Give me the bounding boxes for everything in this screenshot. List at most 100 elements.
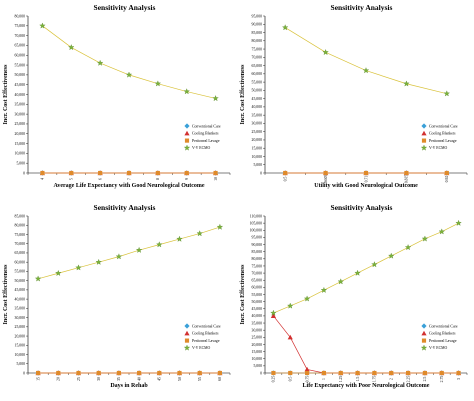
x-tick-label: 15 (36, 377, 40, 381)
point-peritoneal-lavage (444, 170, 449, 176)
point-v-v-ecmo (322, 49, 329, 56)
y-tick-label: 15,000 (15, 344, 26, 349)
y-tick-label: 100,000 (250, 229, 262, 234)
y-tick-label: 65,000 (252, 64, 263, 69)
x-tick-label: 25 (77, 377, 81, 381)
point-v-v-ecmo (125, 71, 133, 78)
point-peritoneal-lavage (288, 370, 293, 376)
point-v-v-ecmo (176, 235, 183, 242)
point-peritoneal-lavage (155, 170, 160, 176)
x-tick-label: 60 (218, 377, 222, 381)
point-v-v-ecmo (196, 230, 203, 237)
legend-label: Cooling Blankets (429, 132, 456, 136)
legend-label: Cooling Blankets (192, 132, 219, 136)
point-peritoneal-lavage (157, 370, 162, 376)
x-tick-label: 1 (322, 378, 326, 380)
y-tick-label: 35,000 (15, 307, 26, 312)
y-tick-label: 15,000 (15, 142, 26, 147)
point-v-v-ecmo (55, 269, 62, 276)
point-v-v-ecmo (438, 228, 445, 235)
y-tick-label: 55,000 (252, 293, 263, 298)
legend-label: Conventional Care (429, 324, 458, 328)
legend-marker-cooling-blankets (421, 130, 427, 136)
y-tick-label: 10,000 (252, 155, 263, 160)
point-v-v-ecmo (303, 295, 311, 302)
x-tick-label: 5 (70, 178, 74, 180)
y-tick-label: 80,000 (15, 14, 26, 19)
point-peritoneal-lavage (271, 370, 276, 376)
point-v-v-ecmo (270, 309, 277, 316)
legend-marker-v-v-ecmo (183, 344, 191, 351)
x-tick-label: 2.75 (440, 376, 444, 383)
y-tick-label: 80,000 (252, 257, 263, 262)
point-v-v-ecmo (443, 90, 450, 97)
point-v-v-ecmo (421, 235, 429, 242)
series-peritoneal-lavage (36, 370, 222, 376)
x-axis-label: Days in Rehab (110, 383, 148, 389)
y-tick-label: 55,000 (15, 63, 26, 68)
legend-marker-peritoneal-lavage (184, 138, 190, 143)
point-peritoneal-lavage (116, 370, 121, 376)
point-peritoneal-lavage (137, 370, 142, 376)
chart-title: Sensitivity Analysis (331, 203, 393, 212)
series-line-v-v-ecmo (273, 222, 459, 314)
point-v-v-ecmo (362, 67, 370, 74)
x-tick-label: 7 (127, 178, 131, 180)
y-tick-label: 60,000 (15, 54, 26, 59)
point-peritoneal-lavage (96, 370, 101, 376)
y-axis-label: Incr. Cost Effectiveness (240, 64, 246, 125)
legend-label: V-V ECMO (429, 146, 448, 150)
y-tick-label: 60,000 (252, 72, 263, 77)
point-peritoneal-lavage (355, 370, 360, 376)
point-peritoneal-lavage (213, 170, 218, 176)
legend-label: Conventional Care (192, 124, 221, 128)
x-tick-label: 0.75 (305, 376, 309, 383)
x-tick-label: 1.75 (373, 376, 377, 383)
point-peritoneal-lavage (323, 170, 328, 176)
chart-title: Sensitivity Analysis (94, 203, 156, 212)
legend-label: V-V ECMO (192, 146, 211, 150)
y-tick-label: 30,000 (15, 112, 26, 117)
y-tick-label: 45,000 (15, 83, 26, 88)
point-peritoneal-lavage (404, 170, 409, 176)
point-v-v-ecmo (135, 246, 143, 253)
y-tick-label: 20,000 (15, 334, 26, 339)
point-cooling-blankets (270, 313, 277, 318)
legend: Conventional Care Cooling Blankets Periton… (183, 323, 221, 351)
point-v-v-ecmo (404, 244, 412, 251)
point-peritoneal-lavage (338, 370, 343, 376)
y-tick-label: 20,000 (15, 132, 26, 137)
y-tick-label: 85,000 (252, 31, 263, 36)
point-peritoneal-lavage (56, 370, 61, 376)
point-v-v-ecmo (337, 278, 344, 285)
y-tick-label: 25,000 (252, 336, 263, 341)
point-peritoneal-lavage (406, 370, 411, 376)
point-peritoneal-lavage (439, 370, 444, 376)
y-axis-label: Incr. Cost Effectiveness (240, 264, 246, 325)
legend-marker-v-v-ecmo (420, 144, 428, 151)
legend-label: Cooling Blankets (429, 332, 456, 336)
series-v-v-ecmo (34, 223, 224, 282)
y-tick-label: 80,000 (252, 39, 263, 44)
legend-marker-peritoneal-lavage (421, 138, 427, 143)
point-peritoneal-lavage (372, 370, 377, 376)
x-tick-label: 0.71 (364, 176, 368, 183)
chart-panel-poor-neuro-life-expectancy: Sensitivity Analysis05,00010,00015,00020… (240, 203, 468, 389)
x-tick-label: 1.5 (356, 377, 360, 382)
y-tick-label: 50,000 (15, 73, 26, 78)
y-tick-label: 65,000 (15, 44, 26, 49)
y-tick-label: 40,000 (252, 105, 263, 110)
y-tick-label: 75,000 (252, 47, 263, 52)
y-tick-label: 65,000 (15, 251, 26, 256)
y-tick-label: 25,000 (15, 122, 26, 127)
point-peritoneal-lavage (40, 170, 45, 176)
y-tick-label: 0 (260, 371, 262, 375)
x-tick-label: 50 (178, 377, 182, 381)
legend-label: V-V ECMO (192, 346, 211, 350)
y-tick-label: 55,000 (15, 270, 26, 275)
y-tick-label: 70,000 (252, 271, 263, 276)
legend-label: V-V ECMO (429, 346, 448, 350)
point-peritoneal-lavage (456, 370, 461, 376)
legend-marker-v-v-ecmo (183, 144, 191, 151)
y-tick-label: 70,000 (15, 34, 26, 39)
